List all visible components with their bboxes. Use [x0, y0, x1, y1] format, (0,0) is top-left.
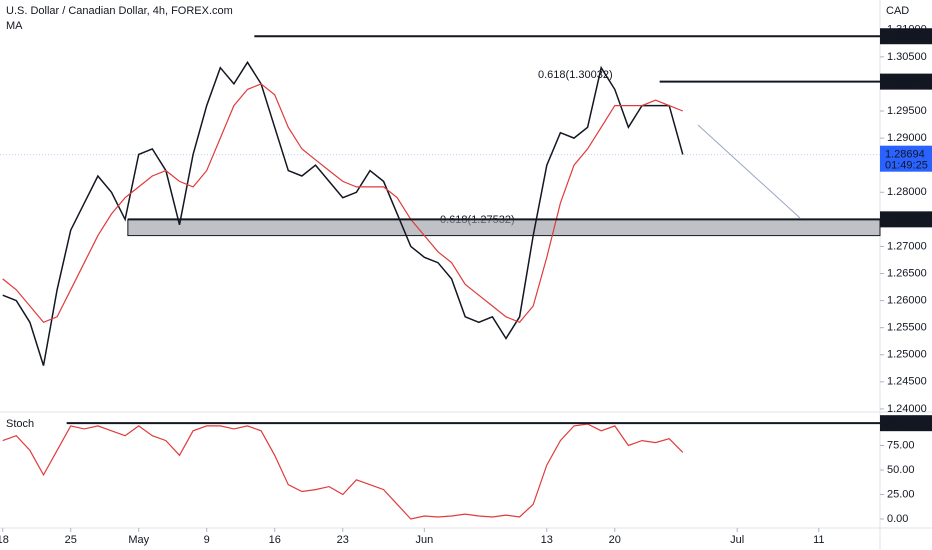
series-line [2, 60, 684, 366]
y-tick-label: 1.25000 [887, 349, 927, 361]
y-tick-label: 1.26500 [887, 267, 927, 279]
x-tick-label: May [128, 534, 149, 546]
x-tick-label: 16 [269, 534, 281, 546]
y-tick-label: 1.25500 [887, 322, 927, 334]
chart-title: U.S. Dollar / Canadian Dollar, 4h, FOREX… [6, 5, 233, 17]
level-label: 1.30881 [885, 30, 925, 42]
level-label: 97.81 [885, 417, 913, 429]
y-tick-label: 1.30500 [887, 51, 927, 63]
x-tick-label: Jul [730, 534, 744, 546]
x-tick-label: 13 [541, 534, 553, 546]
last-price-label: 1.28694 [885, 149, 925, 161]
x-tick-label: 18 [0, 534, 9, 546]
support-zone [127, 218, 881, 237]
y-tick-label: 50.00 [887, 464, 915, 476]
y-tick-label: 1.27000 [887, 240, 927, 252]
currency-label: CAD [886, 5, 909, 17]
projection-line [697, 124, 801, 219]
x-tick-label: Jun [415, 534, 433, 546]
series-line [2, 83, 684, 324]
level-tag [880, 28, 932, 45]
y-tick-label: 25.00 [887, 488, 915, 500]
y-tick-label: 1.26000 [887, 295, 927, 307]
level-tag [880, 211, 932, 228]
level-label: 1.30043 [885, 76, 925, 88]
y-tick-label: 1.29000 [887, 132, 927, 144]
level-tag [880, 73, 932, 90]
y-tick-label: 75.00 [887, 439, 915, 451]
last-price-tag [880, 145, 932, 172]
indicator-label: MA [6, 20, 23, 32]
series-line [2, 423, 684, 520]
level-label: 1.27500 [885, 213, 925, 225]
countdown-label: 01:49:25 [885, 160, 928, 172]
x-tick-label: 11 [813, 534, 824, 546]
fib-annotation: 0.618(1.30032) [538, 69, 613, 81]
indicator-label: Stoch [6, 418, 34, 430]
y-tick-label: 1.29500 [887, 105, 927, 117]
level-tag [880, 415, 932, 432]
y-tick-label: 0.00 [887, 513, 908, 525]
x-tick-label: 20 [609, 534, 621, 546]
x-tick-label: 23 [337, 534, 349, 546]
y-tick-label: 1.24500 [887, 376, 927, 388]
x-tick-label: 25 [65, 534, 77, 546]
y-tick-label: 1.28000 [887, 186, 927, 198]
x-tick-label: 9 [204, 534, 210, 546]
y-tick-label: 1.24000 [887, 403, 927, 415]
